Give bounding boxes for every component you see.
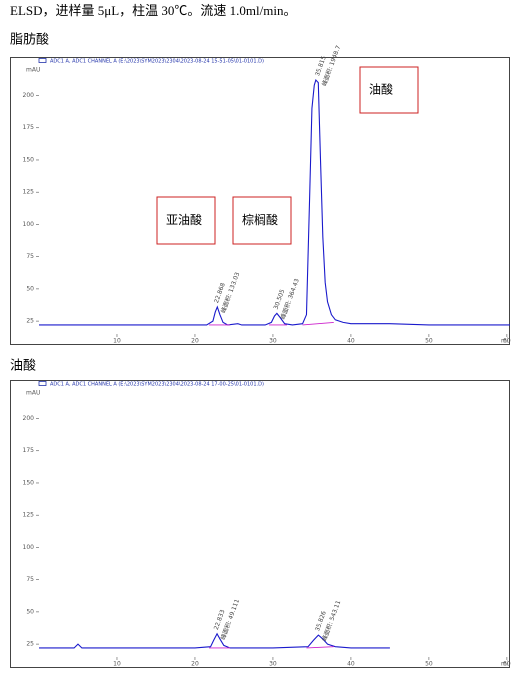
y-tick-label: 200 [23, 415, 35, 422]
x-tick-label: 10 [113, 661, 121, 668]
trace [209, 646, 334, 649]
legend-swatch [38, 381, 47, 386]
x-tick-label: 10 [113, 338, 121, 345]
y-tick-label: 100 [23, 221, 35, 228]
y-tick-label: 25 [26, 641, 34, 648]
section-heading: 油酸 [10, 359, 36, 374]
y-tick-label: 175 [23, 124, 35, 131]
x-tick-label: 20 [191, 338, 199, 345]
annotation-label: 棕榈酸 [242, 212, 278, 227]
chart: ADC1 A, ADC1 CHANNEL A (E:\2023\SYM2023\… [10, 380, 511, 668]
chart-title: ADC1 A, ADC1 CHANNEL A (E:\2023\SYM2023\… [50, 59, 264, 65]
x-unit: mi [501, 338, 509, 345]
chart-frame [10, 380, 510, 668]
x-tick-label: 40 [347, 338, 355, 345]
section-heading: 脂肪酸 [10, 32, 49, 48]
trace [209, 321, 334, 326]
y-tick-label: 125 [23, 512, 35, 519]
y-tick-label: 125 [23, 189, 35, 196]
y-tick-label: 75 [26, 253, 34, 260]
y-tick-label: 50 [26, 285, 34, 292]
x-tick-label: 50 [425, 338, 433, 345]
annotation-label: 亚油酸 [166, 212, 202, 227]
annotation-label: 油酸 [369, 82, 393, 97]
x-tick-label: 20 [191, 661, 199, 668]
y-unit: mAU [26, 67, 40, 74]
x-tick-label: 30 [269, 338, 277, 345]
header-text: ELSD，进样量 5μL，柱温 30℃。流速 1.0ml/min。 [10, 3, 296, 18]
chart-frame [10, 57, 510, 345]
trace [39, 78, 510, 326]
chart: ADC1 A, ADC1 CHANNEL A (E:\2023\SYM2023\… [10, 44, 511, 345]
trace [39, 632, 390, 649]
chart-title: ADC1 A, ADC1 CHANNEL A (E:\2023\SYM2023\… [50, 382, 264, 388]
annotation-box [156, 196, 216, 245]
y-tick-label: 175 [23, 447, 35, 454]
y-tick-label: 75 [26, 576, 34, 583]
annotation-box [359, 66, 419, 114]
x-tick-label: 60 [503, 338, 511, 345]
legend-swatch [38, 58, 47, 63]
x-unit: mi [501, 661, 509, 668]
y-tick-label: 50 [26, 608, 34, 615]
y-tick-label: 25 [26, 318, 34, 325]
x-tick-label: 60 [503, 661, 511, 668]
x-tick-label: 40 [347, 661, 355, 668]
x-tick-label: 50 [425, 661, 433, 668]
y-tick-label: 100 [23, 544, 35, 551]
y-tick-label: 150 [23, 156, 35, 163]
y-unit: mAU [26, 390, 40, 397]
annotation-box [232, 196, 292, 245]
y-tick-label: 200 [23, 92, 35, 99]
x-tick-label: 30 [269, 661, 277, 668]
y-tick-label: 150 [23, 479, 35, 486]
